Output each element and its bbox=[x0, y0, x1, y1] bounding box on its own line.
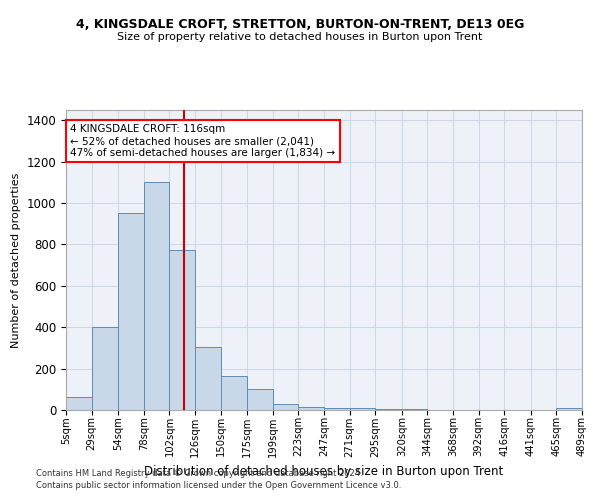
Text: Contains public sector information licensed under the Open Government Licence v3: Contains public sector information licen… bbox=[36, 481, 401, 490]
Bar bbox=[221, 376, 247, 410]
Bar bbox=[556, 408, 582, 410]
Bar bbox=[324, 408, 350, 410]
Text: 4, KINGSDALE CROFT, STRETTON, BURTON-ON-TRENT, DE13 0EG: 4, KINGSDALE CROFT, STRETTON, BURTON-ON-… bbox=[76, 18, 524, 30]
Y-axis label: Number of detached properties: Number of detached properties bbox=[11, 172, 21, 348]
Bar bbox=[273, 404, 298, 410]
Bar bbox=[118, 214, 144, 410]
Bar bbox=[350, 408, 375, 410]
Bar bbox=[247, 390, 273, 410]
Text: Size of property relative to detached houses in Burton upon Trent: Size of property relative to detached ho… bbox=[118, 32, 482, 42]
Bar bbox=[402, 409, 427, 410]
Text: Contains HM Land Registry data © Crown copyright and database right 2024.: Contains HM Land Registry data © Crown c… bbox=[36, 468, 362, 477]
Bar bbox=[195, 347, 221, 410]
X-axis label: Distribution of detached houses by size in Burton upon Trent: Distribution of detached houses by size … bbox=[145, 465, 503, 478]
Bar bbox=[169, 250, 195, 410]
Text: 4 KINGSDALE CROFT: 116sqm
← 52% of detached houses are smaller (2,041)
47% of se: 4 KINGSDALE CROFT: 116sqm ← 52% of detac… bbox=[70, 124, 335, 158]
Bar bbox=[298, 407, 324, 410]
Bar bbox=[375, 409, 402, 410]
Bar bbox=[92, 327, 118, 410]
Bar bbox=[144, 182, 169, 410]
Bar bbox=[66, 396, 92, 410]
